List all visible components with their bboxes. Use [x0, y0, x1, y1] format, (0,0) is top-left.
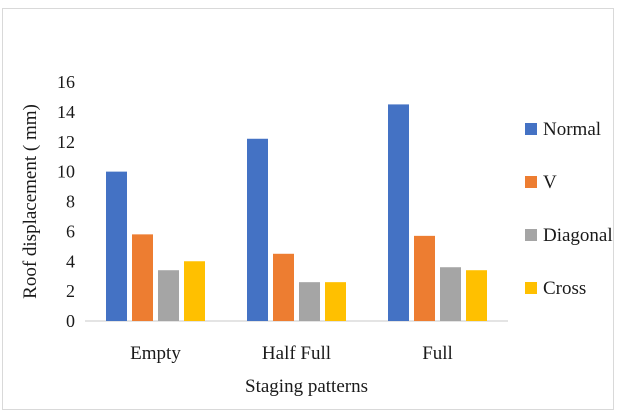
legend-swatch-v — [525, 176, 537, 188]
y-tick-label: 12 — [57, 132, 75, 152]
bar-cross-empty — [184, 261, 205, 321]
bar-normal-half-full — [247, 138, 268, 321]
legend-label-v: V — [543, 172, 557, 193]
y-tick-label: 8 — [66, 192, 75, 212]
bar-cross-half-full — [325, 282, 346, 321]
legend-label-normal: Normal — [543, 119, 601, 140]
bar-diagonal-empty — [158, 270, 179, 321]
y-tick-label: 10 — [57, 162, 75, 182]
bar-normal-empty — [106, 171, 127, 321]
bar-cross-full — [466, 270, 487, 321]
bar-normal-full — [388, 104, 409, 321]
x-category-label: Full — [422, 343, 453, 364]
bar-diagonal-full — [440, 267, 461, 321]
chart-frame — [2, 8, 614, 410]
x-category-label: Half Full — [262, 343, 331, 364]
y-tick-label: 14 — [57, 102, 75, 122]
x-axis-title: Staging patterns — [245, 376, 368, 397]
bar-v-empty — [132, 234, 153, 321]
y-tick-label: 2 — [66, 281, 75, 301]
x-axis: Empty Half Full Full — [130, 343, 453, 364]
y-axis-title: Roof displacement ( mm) — [20, 104, 41, 299]
legend: Normal V Diagonal Cross — [525, 119, 613, 299]
legend-label-diagonal: Diagonal — [543, 225, 613, 246]
y-axis: 0 2 4 6 8 10 12 14 16 — [57, 72, 75, 331]
y-tick-label: 0 — [66, 311, 75, 331]
y-tick-label: 4 — [66, 251, 75, 271]
legend-swatch-normal — [525, 123, 537, 135]
x-category-label: Empty — [130, 343, 181, 364]
legend-label-cross: Cross — [543, 278, 586, 299]
legend-swatch-diagonal — [525, 229, 537, 241]
bars — [106, 104, 487, 321]
bar-v-full — [414, 235, 435, 321]
bar-diagonal-half-full — [299, 282, 320, 321]
legend-swatch-cross — [525, 282, 537, 294]
y-tick-label: 16 — [57, 72, 75, 92]
bar-v-half-full — [273, 253, 294, 321]
y-tick-label: 6 — [66, 221, 75, 241]
